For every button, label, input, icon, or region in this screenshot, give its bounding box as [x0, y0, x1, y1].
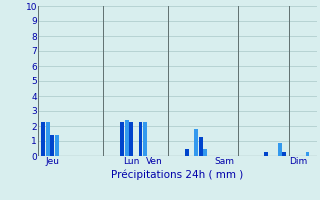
Bar	[199, 137, 203, 156]
Bar	[278, 142, 282, 156]
Bar	[124, 120, 129, 156]
Bar	[185, 148, 189, 156]
Bar	[194, 129, 198, 156]
Bar	[46, 121, 50, 156]
Bar	[41, 121, 45, 156]
Bar	[139, 121, 142, 156]
Bar	[50, 135, 54, 156]
Bar	[120, 121, 124, 156]
Bar	[306, 152, 309, 156]
X-axis label: Précipitations 24h ( mm ): Précipitations 24h ( mm )	[111, 169, 244, 180]
Bar	[264, 152, 268, 156]
Bar	[129, 121, 133, 156]
Bar	[204, 148, 207, 156]
Bar	[282, 152, 286, 156]
Bar	[143, 121, 147, 156]
Bar	[55, 135, 59, 156]
